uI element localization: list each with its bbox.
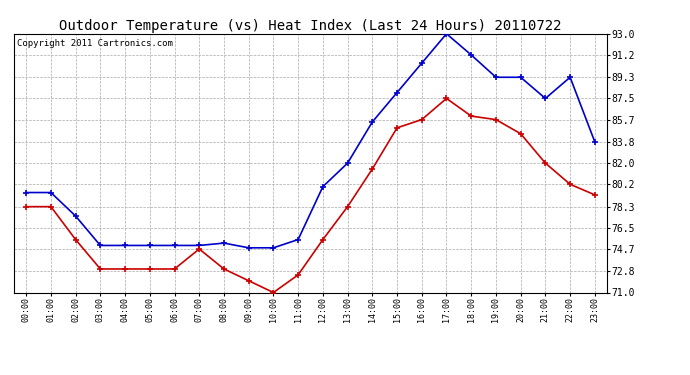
Title: Outdoor Temperature (vs) Heat Index (Last 24 Hours) 20110722: Outdoor Temperature (vs) Heat Index (Las… [59, 19, 562, 33]
Text: Copyright 2011 Cartronics.com: Copyright 2011 Cartronics.com [17, 39, 172, 48]
